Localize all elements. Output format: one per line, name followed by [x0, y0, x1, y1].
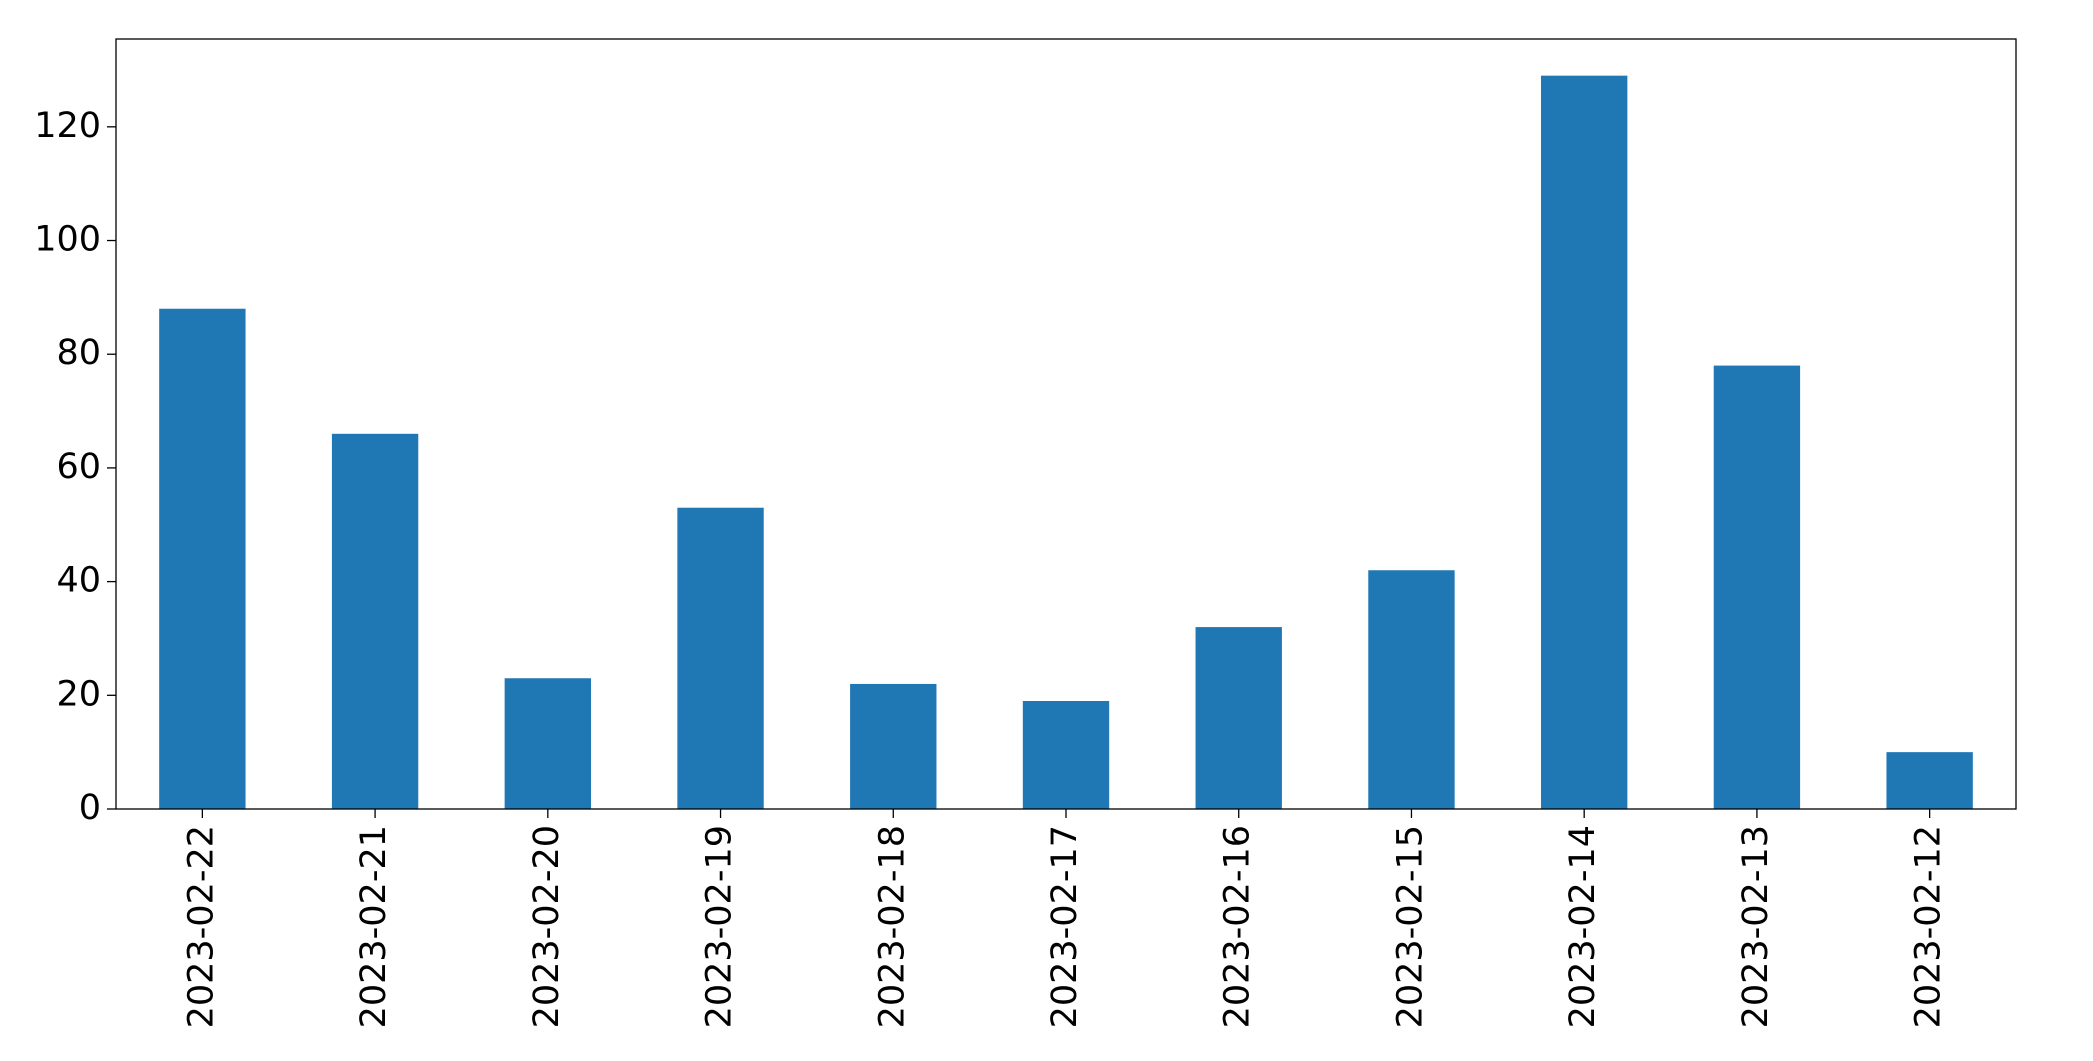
x-tick-label: 2023-02-20 [527, 825, 567, 1028]
x-tick-label: 2023-02-19 [700, 825, 740, 1028]
x-tick-label: 2023-02-21 [354, 825, 394, 1028]
y-tick-label: 100 [34, 220, 101, 260]
x-tick-label: 2023-02-16 [1218, 825, 1258, 1028]
bar [504, 678, 591, 809]
y-tick-label: 40 [56, 561, 101, 601]
bar [1886, 752, 1973, 809]
x-tick-label: 2023-02-13 [1736, 825, 1776, 1028]
bar [1541, 75, 1628, 809]
x-tick-label: 2023-02-22 [181, 825, 221, 1028]
y-tick-label: 120 [34, 106, 101, 146]
bar [1368, 570, 1455, 809]
x-tick-label: 2023-02-12 [1909, 825, 1949, 1028]
y-tick-label: 0 [79, 788, 101, 828]
bar [850, 683, 937, 809]
bar [159, 308, 246, 809]
x-tick-label: 2023-02-17 [1045, 825, 1085, 1028]
y-tick-label: 60 [56, 447, 101, 487]
y-tick-label: 20 [56, 674, 101, 714]
x-tick-label: 2023-02-18 [872, 825, 912, 1028]
x-tick-label: 2023-02-14 [1563, 825, 1603, 1028]
y-tick-label: 80 [56, 333, 101, 373]
bar [677, 507, 764, 809]
bar [1022, 700, 1110, 809]
bar [1195, 627, 1282, 809]
bar [1713, 365, 1801, 809]
x-tick-label: 2023-02-15 [1390, 825, 1430, 1028]
bar [331, 433, 419, 809]
